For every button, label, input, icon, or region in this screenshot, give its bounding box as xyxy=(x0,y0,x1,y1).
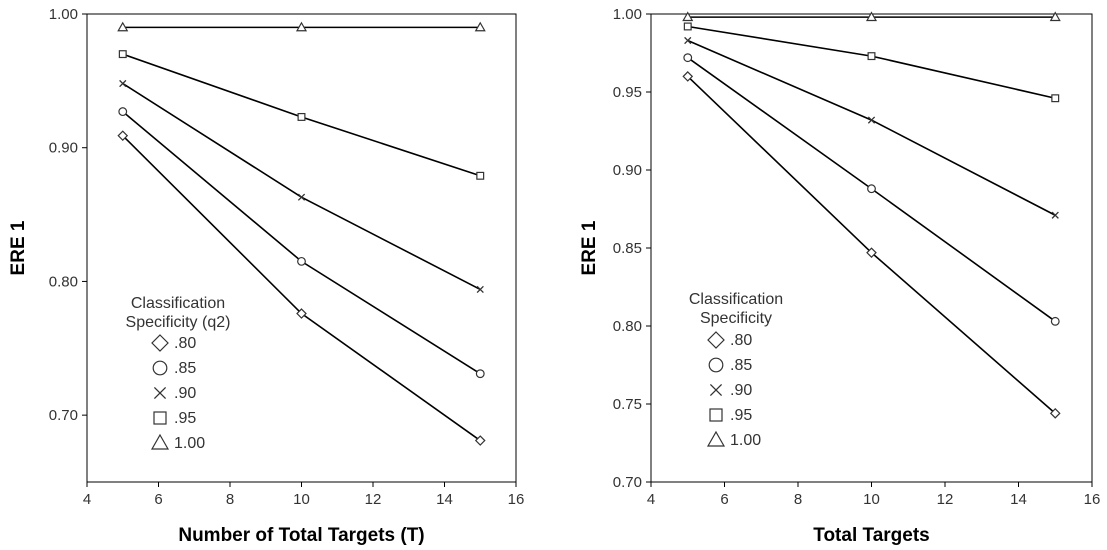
y-tick-label: 0.95 xyxy=(613,84,642,101)
data-point-1.00 xyxy=(682,11,694,22)
data-point-.95 xyxy=(118,50,127,59)
legend-label: .80 xyxy=(174,335,196,352)
data-point-.85 xyxy=(683,53,693,63)
x-axis-title: Number of Total Targets (T) xyxy=(178,525,424,546)
legend-label: .90 xyxy=(730,382,752,399)
x-tick-label: 12 xyxy=(937,491,954,508)
data-point-.80 xyxy=(1049,408,1061,419)
legend-marker-.95 xyxy=(153,411,167,425)
y-tick-label: 0.70 xyxy=(49,407,78,424)
legend: Classification Specificity .80 .85 .90 .95 1.0… xyxy=(689,291,783,449)
x-tick-label: 10 xyxy=(863,491,880,508)
data-point-1.00 xyxy=(865,11,878,22)
data-point-.95 xyxy=(867,52,876,61)
data-point-.80 xyxy=(866,247,877,259)
legend-label: 1.00 xyxy=(730,432,761,449)
legend: Classification Specificity (q2) .80 .85 .90.… xyxy=(126,295,231,452)
legend-marker-.80 xyxy=(707,331,725,349)
legend-label: .80 xyxy=(730,332,752,349)
data-point-.90 xyxy=(867,116,876,124)
legend-label: .85 xyxy=(174,360,196,377)
x-tick-label: 4 xyxy=(83,491,91,508)
data-point-.85 xyxy=(118,107,128,117)
x-tick-label: 14 xyxy=(1010,491,1027,508)
data-point-1.00 xyxy=(474,21,486,32)
data-point-.95 xyxy=(297,112,306,121)
x-tick-label: 6 xyxy=(154,491,162,508)
x-tick-label: 12 xyxy=(365,491,382,508)
legend-label: .85 xyxy=(730,357,752,374)
legend-marker-1.00 xyxy=(706,430,726,447)
y-tick-label: 0.90 xyxy=(613,162,642,179)
x-tick-label: 8 xyxy=(794,491,802,508)
data-point-.95 xyxy=(1051,94,1060,103)
data-point-.90 xyxy=(119,79,127,88)
legend-marker-.85 xyxy=(708,357,724,373)
data-point-.90 xyxy=(684,36,692,45)
data-point-.85 xyxy=(1050,316,1060,326)
chart-panel-1: 4 6 8 10 12 14 16 0.70 0.80 0.90 1.00 Number of Tot… xyxy=(8,6,524,546)
x-tick-label: 10 xyxy=(293,491,310,508)
data-point-.85 xyxy=(297,256,306,266)
legend-marker-1.00 xyxy=(150,433,170,450)
data-point-.80 xyxy=(474,435,486,446)
data-point-.80 xyxy=(296,308,307,319)
y-tick-label: 0.90 xyxy=(49,140,78,157)
data-point-.90 xyxy=(476,285,484,294)
legend-label: .90 xyxy=(174,385,196,402)
x-tick-label: 4 xyxy=(647,491,655,508)
data-point-.95 xyxy=(683,22,692,31)
y-axis-title: ERE 1 xyxy=(579,220,600,275)
legend-label: .95 xyxy=(174,410,196,427)
data-point-.90 xyxy=(297,193,306,201)
y-axis-title: ERE 1 xyxy=(8,220,29,275)
data-point-.90 xyxy=(1051,211,1059,219)
y-tick-label: 0.70 xyxy=(613,474,642,491)
x-tick-label: 14 xyxy=(436,491,453,508)
legend-title: Specificity xyxy=(700,310,772,327)
data-point-1.00 xyxy=(295,21,308,32)
data-point-1.00 xyxy=(1049,11,1061,22)
y-tick-label: 1.00 xyxy=(49,6,78,23)
legend-marker-.95 xyxy=(709,408,723,422)
legend-marker-.80 xyxy=(151,334,169,352)
data-point-.80 xyxy=(682,71,694,82)
plot-frame xyxy=(86,13,517,483)
data-point-.85 xyxy=(475,369,485,379)
x-tick-label: 8 xyxy=(226,491,234,508)
x-tick-label: 16 xyxy=(1084,491,1101,508)
legend-title: Classification xyxy=(689,291,783,308)
legend-title: Specificity (q2) xyxy=(126,314,231,331)
x-axis-title: Total Targets xyxy=(813,525,929,546)
data-point-.80 xyxy=(117,130,129,142)
data-point-.85 xyxy=(867,184,876,194)
legend-marker-.85 xyxy=(152,360,168,376)
legend-title: Classification xyxy=(131,295,225,312)
x-tick-label: 16 xyxy=(508,491,525,508)
y-tick-label: 0.80 xyxy=(613,318,642,335)
y-tick-label: 0.85 xyxy=(613,240,642,257)
chart-panel-2: 4 6 8 10 12 14 16 0.70 0.75 0.80 0.85 0.90 0.95 1.00 T… xyxy=(579,6,1100,546)
x-tick-label: 6 xyxy=(720,491,728,508)
legend-marker-.90 xyxy=(153,386,167,400)
data-point-1.00 xyxy=(117,21,129,32)
legend-label: .95 xyxy=(730,407,752,424)
series-line-.95 xyxy=(687,25,1056,100)
y-tick-label: 0.80 xyxy=(49,273,78,290)
legend-marker-.90 xyxy=(709,383,723,397)
y-tick-label: 0.75 xyxy=(613,396,642,413)
data-point-.95 xyxy=(476,171,485,180)
y-tick-label: 1.00 xyxy=(613,6,642,23)
legend-label: 1.00 xyxy=(174,435,205,452)
